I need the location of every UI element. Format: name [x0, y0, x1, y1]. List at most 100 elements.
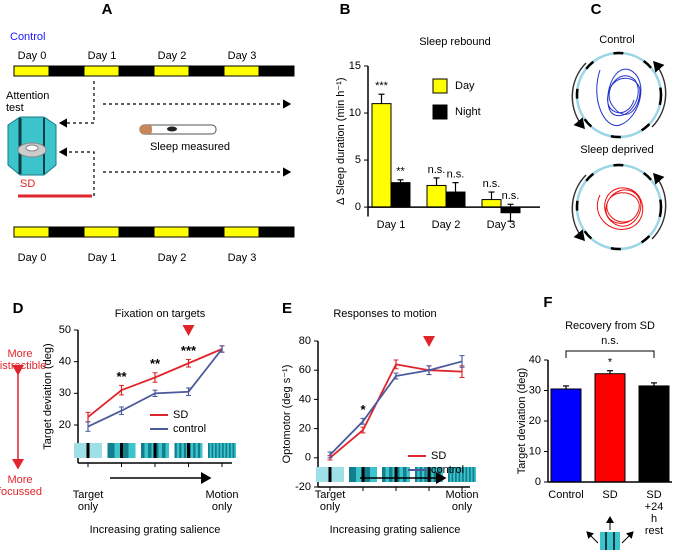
y-tick-label: 10: [349, 107, 361, 119]
grating-stripe: [174, 443, 177, 458]
timeline-segment: [188, 65, 225, 77]
arena-icon: [7, 116, 57, 176]
sleep-measured: Sleep measured: [150, 141, 230, 153]
target-bar: [394, 467, 398, 482]
y-tick-label: 0: [305, 452, 311, 464]
target-bar: [153, 443, 157, 458]
grating-stripe: [472, 467, 475, 482]
y-tick-label: 20: [59, 419, 71, 431]
target-bar: [361, 467, 365, 482]
panel-letter: F: [543, 294, 552, 311]
target-bar: [120, 443, 123, 458]
grating-stripe: [448, 467, 450, 482]
y-tick-label: 50: [59, 324, 71, 336]
sd-title: Sleep deprived: [580, 144, 653, 156]
y-tick-label: 0: [535, 476, 541, 488]
day-label: Day 0: [18, 252, 47, 264]
bracket-label: n.s.: [601, 335, 619, 347]
bar: [371, 103, 392, 208]
grating-stripe: [155, 443, 159, 458]
day-label: Day 3: [228, 252, 257, 264]
grating-stripe: [179, 443, 182, 458]
y-axis-title: Optomotor (deg s⁻¹): [281, 365, 293, 464]
y-tick-label: 40: [529, 354, 541, 366]
grating-stripe: [148, 443, 152, 458]
chart-title: Recovery from SD: [565, 320, 655, 332]
legend-label: Night: [455, 106, 481, 118]
y-tick-label: 15: [349, 60, 361, 72]
panel-letter: B: [340, 1, 351, 18]
tube-icon: [139, 124, 217, 135]
significance: n.s.: [483, 178, 501, 190]
chart-title: Responses to motion: [333, 308, 436, 320]
x-tick-label: Control: [548, 489, 584, 501]
significance: n.s.: [502, 190, 520, 202]
y-tick-label: 40: [59, 356, 71, 368]
significance: *: [360, 402, 366, 417]
legend-swatch: [432, 78, 448, 94]
legend-label: SD: [431, 450, 446, 462]
grating-stripe: [424, 467, 427, 482]
grating-stripe: [162, 443, 166, 458]
attention-test: Attention test: [6, 90, 50, 114]
x-tick-label: Target only: [314, 489, 346, 513]
scale-top: More distractible: [0, 348, 47, 372]
y-tick-label: 30: [59, 387, 71, 399]
y-axis-title: Target deviation (deg): [42, 343, 54, 449]
timeline-segment: [48, 65, 85, 77]
grating-stripe: [225, 443, 228, 458]
grating-stripe: [455, 467, 457, 482]
timeline-segment: [188, 226, 225, 238]
arrows: [58, 81, 292, 196]
significance: ***: [375, 80, 389, 92]
timeline-segment: [118, 65, 155, 77]
significance: n.s.: [447, 169, 465, 181]
x-tick-label: Motion only: [445, 489, 479, 513]
grating-stripe: [215, 443, 217, 458]
day-label: Day 1: [88, 252, 117, 264]
timeline-segment: [153, 226, 190, 238]
timeline-segment: [223, 65, 260, 77]
grating-stripe: [465, 467, 468, 482]
legend-label: Day: [455, 80, 475, 92]
timeline-segment: [153, 65, 190, 77]
scale-bottom: More focussed: [0, 474, 43, 498]
y-tick-label: 20: [299, 423, 311, 435]
y-tick-label: 30: [529, 384, 541, 396]
grating-stripe: [382, 467, 386, 482]
grating-stripe: [458, 467, 461, 482]
target-bar: [427, 467, 431, 482]
significance: **: [396, 166, 405, 178]
x-tick-label: SD: [602, 489, 618, 501]
control-title: Control: [599, 34, 634, 46]
grating-stripe: [229, 443, 231, 458]
y-tick-label: 5: [355, 154, 361, 166]
sd-label: SD: [20, 178, 35, 190]
y-tick-label: 40: [299, 393, 311, 405]
bar: [638, 385, 670, 483]
legend-label: control: [431, 464, 464, 476]
target-bar: [328, 467, 332, 482]
fly-icon: [586, 516, 634, 550]
legend-label: SD: [173, 409, 188, 421]
panel-letter: E: [282, 300, 292, 317]
grating-stripe: [433, 467, 436, 482]
condition-label: Control: [10, 31, 45, 43]
y-tick-label: 20: [529, 415, 541, 427]
y-tick-label: 60: [299, 364, 311, 376]
panel-letter: A: [102, 1, 113, 18]
y-axis-title: Target deviation (deg): [516, 368, 528, 474]
x-tick-label: Day 3: [486, 219, 516, 231]
x-tick-label: SD +24 h rest: [644, 489, 664, 537]
arena-rings: [571, 51, 667, 251]
timeline-segment: [223, 226, 260, 238]
grating-stripe: [451, 467, 454, 482]
timeline-segment: [13, 226, 50, 238]
x-tick-label: Target only: [72, 489, 104, 513]
y-axis-title: Δ Sleep duration (min h⁻¹): [335, 78, 347, 206]
day-label: Day 2: [158, 50, 187, 62]
x-tick-label: Motion only: [205, 489, 239, 513]
day-label: Day 0: [18, 50, 47, 62]
